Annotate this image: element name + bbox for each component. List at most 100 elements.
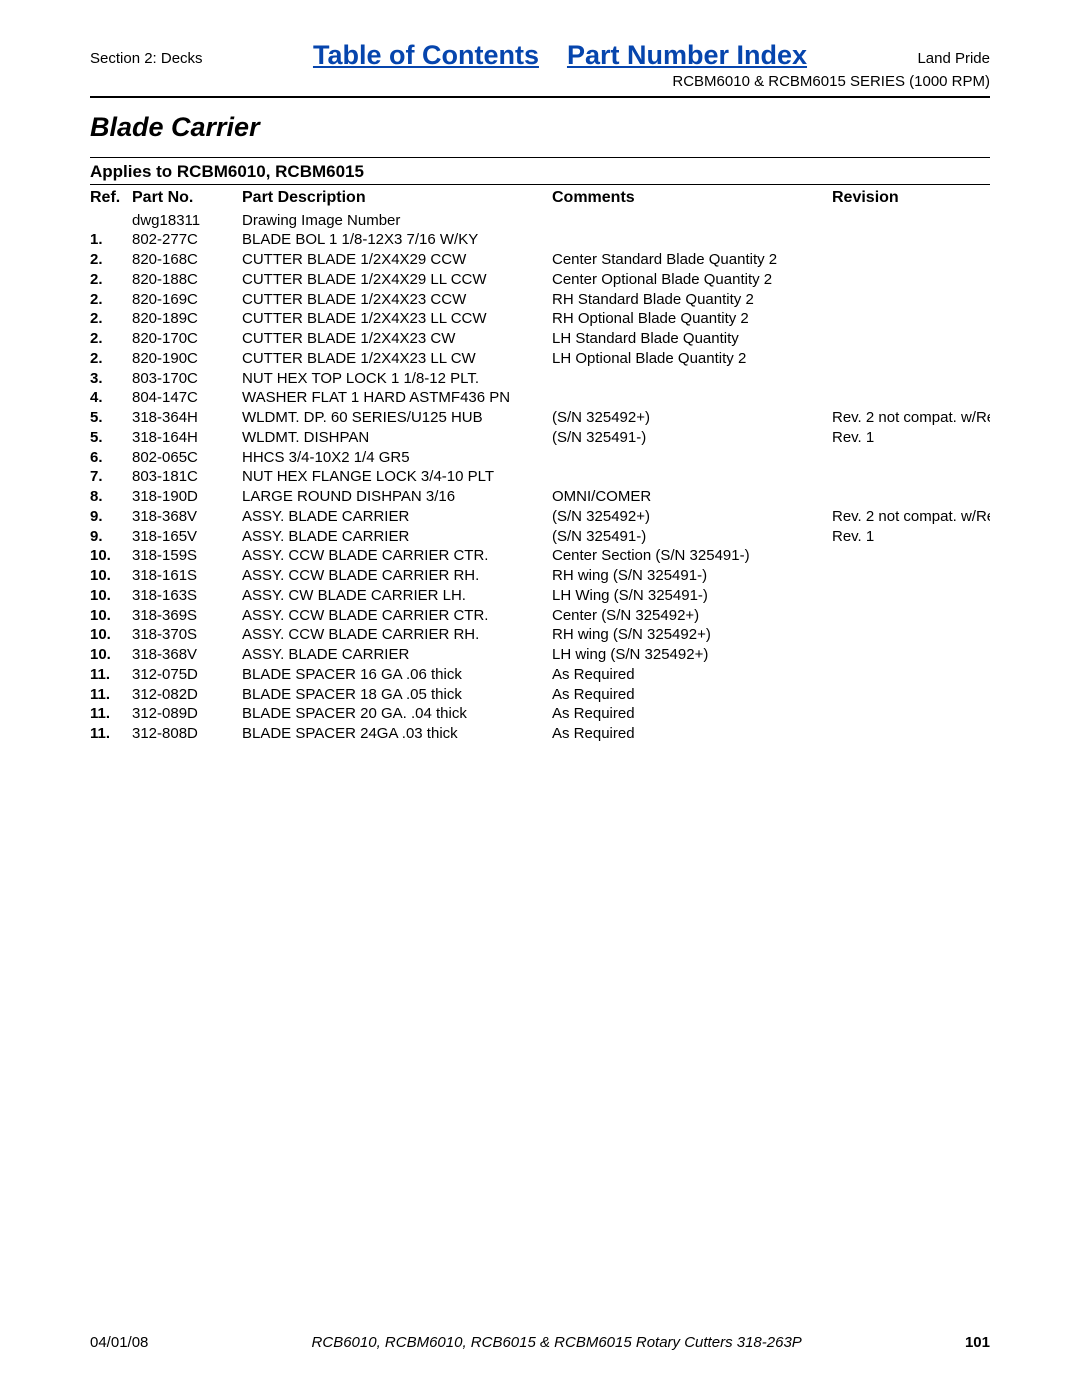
- cell-ref: 11.: [90, 705, 132, 725]
- table-row: 2.820-168CCUTTER BLADE 1/2X4X29 CCWCente…: [90, 251, 990, 271]
- table-row: 5.318-164HWLDMT. DISHPAN(S/N 325491-)Rev…: [90, 428, 990, 448]
- cell-part-no: 318-161S: [132, 567, 242, 587]
- toc-link[interactable]: Table of Contents: [313, 40, 539, 71]
- cell-ref: 3.: [90, 369, 132, 389]
- table-row: 10.318-163SASSY. CW BLADE CARRIER LH.LH …: [90, 586, 990, 606]
- table-row: 11.312-082DBLADE SPACER 18 GA .05 thickA…: [90, 685, 990, 705]
- part-number-index-link[interactable]: Part Number Index: [567, 40, 807, 71]
- table-header-row: Ref. Part No. Part Description Comments …: [90, 187, 990, 211]
- series-label: RCBM6010 & RCBM6015 SERIES (1000 RPM): [90, 73, 990, 90]
- cell-part-no: 318-368V: [132, 646, 242, 666]
- header-row: Section 2: Decks Table of Contents Part …: [90, 40, 990, 71]
- table-row: 9.318-165VASSY. BLADE CARRIER(S/N 325491…: [90, 527, 990, 547]
- cell-desc: CUTTER BLADE 1/2X4X29 LL CCW: [242, 270, 552, 290]
- cell-desc: CUTTER BLADE 1/2X4X23 CCW: [242, 290, 552, 310]
- cell-part-no: 312-082D: [132, 685, 242, 705]
- cell-part-no: 318-370S: [132, 626, 242, 646]
- cell-part-no: 820-169C: [132, 290, 242, 310]
- footer-date: 04/01/08: [90, 1334, 148, 1351]
- cell-ref: 2.: [90, 310, 132, 330]
- cell-revision: [832, 705, 990, 725]
- cell-ref: 2.: [90, 349, 132, 369]
- cell-part-no: 820-188C: [132, 270, 242, 290]
- cell-comments: LH Standard Blade Quantity: [552, 330, 832, 350]
- cell-desc: BLADE SPACER 18 GA .05 thick: [242, 685, 552, 705]
- cell-revision: Rev. 2 not compat. w/Rev. 1.: [832, 409, 990, 429]
- cell-revision: [832, 468, 990, 488]
- cell-desc: WLDMT. DP. 60 SERIES/U125 HUB: [242, 409, 552, 429]
- cell-revision: Rev. 2 not compat. w/Rev. 1.: [832, 507, 990, 527]
- table-row: dwg18311Drawing Image Number: [90, 211, 990, 231]
- col-part-desc: Part Description: [242, 187, 552, 211]
- cell-part-no: 820-189C: [132, 310, 242, 330]
- table-row: 3.803-170CNUT HEX TOP LOCK 1 1/8-12 PLT.: [90, 369, 990, 389]
- page-title: Blade Carrier: [90, 112, 990, 143]
- cell-part-no: 820-170C: [132, 330, 242, 350]
- cell-revision: [832, 251, 990, 271]
- cell-ref: 8.: [90, 488, 132, 508]
- cell-revision: [832, 349, 990, 369]
- cell-ref: 7.: [90, 468, 132, 488]
- parts-table: Ref. Part No. Part Description Comments …: [90, 187, 990, 744]
- cell-part-no: 318-369S: [132, 606, 242, 626]
- cell-comments: (S/N 325491-): [552, 527, 832, 547]
- cell-desc: ASSY. CW BLADE CARRIER LH.: [242, 586, 552, 606]
- cell-ref: 5.: [90, 428, 132, 448]
- cell-ref: 9.: [90, 527, 132, 547]
- table-row: 11.312-808DBLADE SPACER 24GA .03 thickAs…: [90, 725, 990, 745]
- cell-desc: ASSY. CCW BLADE CARRIER CTR.: [242, 606, 552, 626]
- cell-ref: 2.: [90, 330, 132, 350]
- cell-revision: [832, 369, 990, 389]
- cell-desc: ASSY. BLADE CARRIER: [242, 527, 552, 547]
- table-row: 11.312-075DBLADE SPACER 16 GA .06 thickA…: [90, 665, 990, 685]
- cell-revision: [832, 290, 990, 310]
- cell-desc: BLADE BOL 1 1/8-12X3 7/16 W/KY: [242, 231, 552, 251]
- cell-ref: 10.: [90, 586, 132, 606]
- cell-desc: WLDMT. DISHPAN: [242, 428, 552, 448]
- cell-part-no: 318-364H: [132, 409, 242, 429]
- col-part-no: Part No.: [132, 187, 242, 211]
- cell-part-no: 312-089D: [132, 705, 242, 725]
- col-revision: Revision: [832, 187, 990, 211]
- cell-revision: [832, 389, 990, 409]
- cell-desc: ASSY. CCW BLADE CARRIER RH.: [242, 567, 552, 587]
- cell-comments: [552, 468, 832, 488]
- cell-desc: ASSY. CCW BLADE CARRIER RH.: [242, 626, 552, 646]
- cell-comments: [552, 369, 832, 389]
- cell-ref: 2.: [90, 270, 132, 290]
- cell-ref: 1.: [90, 231, 132, 251]
- cell-comments: RH wing (S/N 325491-): [552, 567, 832, 587]
- cell-comments: LH Wing (S/N 325491-): [552, 586, 832, 606]
- cell-revision: [832, 448, 990, 468]
- cell-ref: 2.: [90, 290, 132, 310]
- cell-ref: 5.: [90, 409, 132, 429]
- cell-revision: [832, 231, 990, 251]
- cell-comments: RH Optional Blade Quantity 2: [552, 310, 832, 330]
- cell-comments: RH wing (S/N 325492+): [552, 626, 832, 646]
- cell-ref: 4.: [90, 389, 132, 409]
- cell-comments: OMNI/COMER: [552, 488, 832, 508]
- cell-ref: 10.: [90, 626, 132, 646]
- cell-part-no: 312-808D: [132, 725, 242, 745]
- cell-comments: Center Standard Blade Quantity 2: [552, 251, 832, 271]
- cell-comments: [552, 389, 832, 409]
- footer-page: 101: [965, 1334, 990, 1351]
- table-row: 10.318-161SASSY. CCW BLADE CARRIER RH.RH…: [90, 567, 990, 587]
- cell-comments: (S/N 325492+): [552, 507, 832, 527]
- cell-desc: NUT HEX FLANGE LOCK 3/4-10 PLT: [242, 468, 552, 488]
- cell-desc: WASHER FLAT 1 HARD ASTMF436 PN: [242, 389, 552, 409]
- cell-desc: HHCS 3/4-10X2 1/4 GR5: [242, 448, 552, 468]
- cell-part-no: 318-165V: [132, 527, 242, 547]
- cell-desc: NUT HEX TOP LOCK 1 1/8-12 PLT.: [242, 369, 552, 389]
- cell-ref: 10.: [90, 646, 132, 666]
- cell-comments: LH Optional Blade Quantity 2: [552, 349, 832, 369]
- cell-revision: [832, 567, 990, 587]
- table-row: 6.802-065CHHCS 3/4-10X2 1/4 GR5: [90, 448, 990, 468]
- cell-comments: As Required: [552, 685, 832, 705]
- page: Section 2: Decks Table of Contents Part …: [0, 0, 1080, 1397]
- table-row: 2.820-188CCUTTER BLADE 1/2X4X29 LL CCWCe…: [90, 270, 990, 290]
- table-row: 8.318-190DLARGE ROUND DISHPAN 3/16OMNI/C…: [90, 488, 990, 508]
- cell-desc: BLADE SPACER 24GA .03 thick: [242, 725, 552, 745]
- footer: 04/01/08 RCB6010, RCBM6010, RCB6015 & RC…: [90, 1334, 990, 1351]
- cell-revision: [832, 725, 990, 745]
